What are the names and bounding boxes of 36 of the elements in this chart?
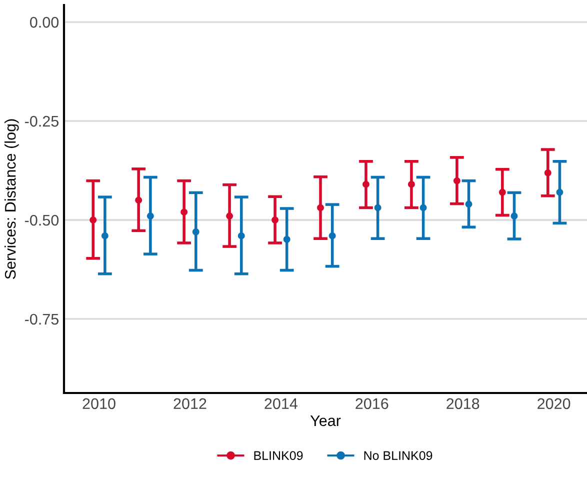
point [374, 204, 382, 212]
point [283, 236, 290, 243]
point [453, 177, 460, 184]
point [498, 188, 506, 196]
point [238, 232, 245, 240]
point [180, 208, 188, 216]
legend-label: No BLINK09 [364, 451, 432, 460]
x-tick-label: 2018 [446, 398, 480, 410]
point [408, 180, 415, 188]
point [328, 232, 336, 240]
point [90, 216, 97, 224]
point [135, 196, 142, 204]
x-tick-label: 2010 [82, 398, 116, 410]
point [510, 212, 518, 220]
point [272, 216, 278, 224]
point [226, 212, 234, 220]
legend-label: BLINK09 [254, 451, 303, 460]
x-tick-label: 2014 [264, 398, 298, 410]
point [146, 212, 154, 220]
y-tick-label: -0.50 [25, 214, 59, 226]
x-tick-label: 2016 [356, 398, 388, 410]
point [192, 228, 200, 236]
point [317, 204, 324, 212]
point [362, 180, 370, 188]
x-tick-label: 2012 [174, 398, 206, 410]
y-tick-label: 0.00 [30, 16, 59, 28]
x-tick-label: 2020 [538, 398, 570, 410]
point [465, 200, 472, 208]
y-tick-label: -0.75 [25, 314, 58, 325]
x-axis-title: Year [310, 415, 341, 426]
y-axis-title: Services: Distance (log) [4, 119, 19, 279]
point [420, 204, 427, 212]
point [101, 232, 108, 240]
y-tick-label: -0.25 [25, 116, 58, 127]
point [544, 169, 552, 176]
point [556, 188, 564, 196]
